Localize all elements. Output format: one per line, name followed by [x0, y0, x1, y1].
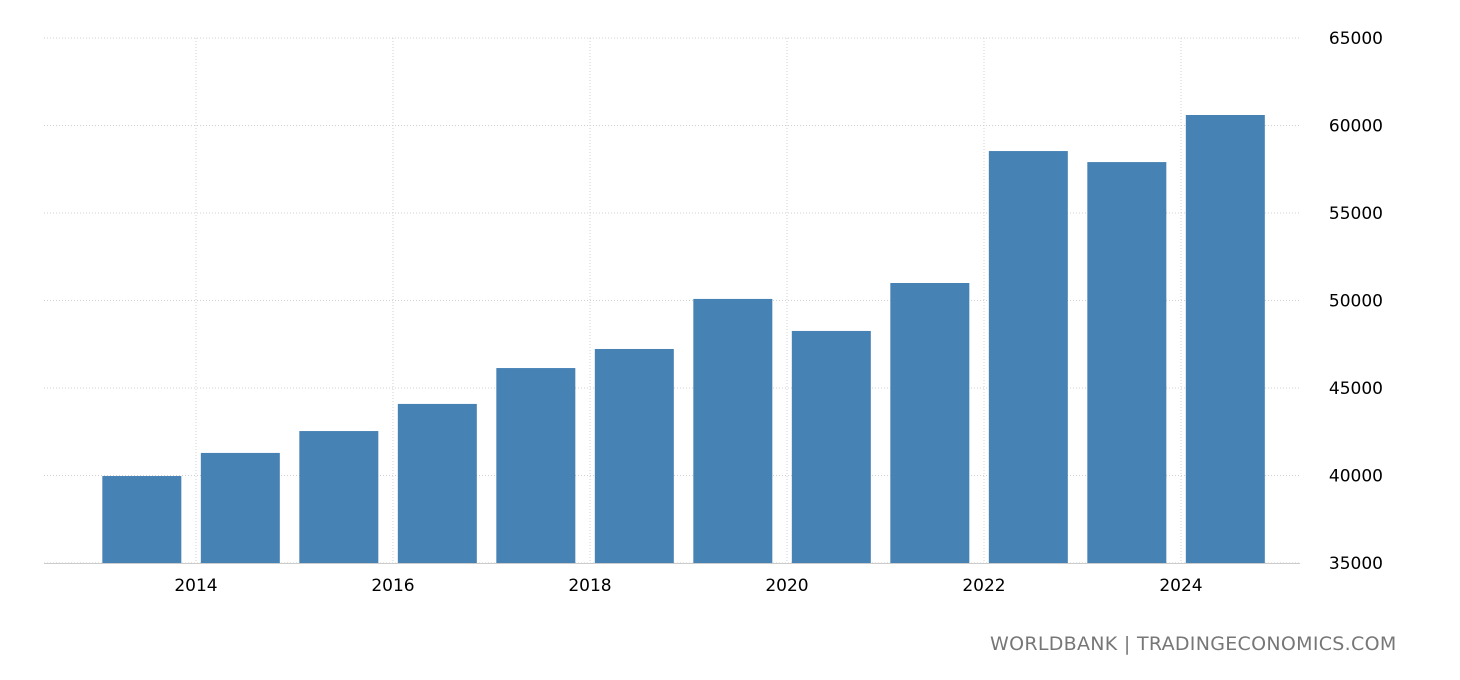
bar-2017 — [496, 368, 576, 563]
y-tick-label: 50000 — [1329, 292, 1383, 312]
bar-2014 — [200, 452, 280, 563]
x-tick-label: 2018 — [568, 576, 611, 596]
bar-2016 — [397, 403, 477, 563]
bar-2015 — [299, 431, 379, 563]
bar-2018 — [594, 348, 674, 563]
source-label: WORLDBANK | TRADINGECONOMICS.COM — [990, 633, 1397, 655]
y-tick-label: 40000 — [1329, 467, 1383, 487]
y-tick-label: 35000 — [1329, 554, 1383, 574]
bar-2021 — [890, 283, 970, 563]
bar-2013 — [102, 476, 182, 563]
bar-2024 — [1185, 115, 1265, 563]
y-tick-label: 45000 — [1329, 379, 1383, 399]
x-tick-label: 2020 — [765, 576, 808, 596]
y-tick-label: 65000 — [1329, 29, 1383, 49]
y-tick-label: 60000 — [1329, 117, 1383, 137]
bar-2022 — [988, 151, 1068, 564]
bar-2020 — [791, 330, 871, 563]
x-tick-label: 2016 — [371, 576, 414, 596]
x-tick-label: 2022 — [962, 576, 1005, 596]
bar-2023 — [1087, 162, 1167, 563]
y-tick-label: 55000 — [1329, 204, 1383, 224]
x-tick-label: 2024 — [1159, 576, 1202, 596]
bar-2019 — [693, 298, 773, 563]
x-tick-label: 2014 — [174, 576, 217, 596]
